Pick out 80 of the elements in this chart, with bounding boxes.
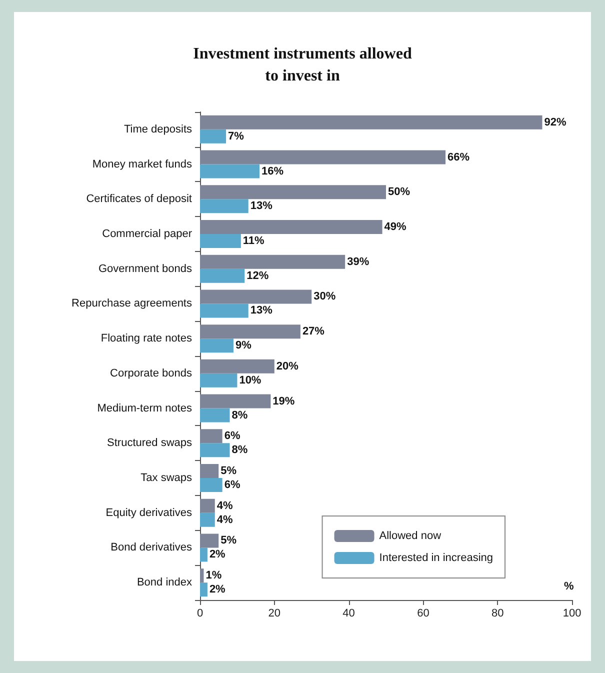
bar (200, 568, 204, 583)
y-tick-label: Equity derivatives (106, 506, 192, 519)
bar (200, 324, 300, 339)
bar (200, 512, 215, 527)
data-label: 2% (209, 548, 226, 561)
data-label: 1% (206, 570, 222, 582)
y-tick-label: Certificates of deposit (86, 193, 192, 206)
bar (200, 394, 271, 408)
bar (200, 220, 382, 234)
data-label: 6% (224, 479, 240, 491)
data-label: 12% (246, 270, 269, 282)
bar (200, 359, 274, 374)
data-label: 16% (262, 165, 284, 178)
y-tick-label: Government bonds (98, 262, 192, 275)
data-label: 66% (448, 151, 470, 164)
data-label: 10% (239, 374, 262, 386)
data-label: 92% (544, 116, 566, 128)
bar (200, 408, 230, 422)
y-tick-label: Bond index (136, 576, 192, 589)
bar (200, 443, 230, 458)
bar (200, 199, 248, 214)
bar (200, 373, 238, 388)
y-tick-label: Structured swaps (107, 437, 192, 450)
bar (200, 268, 245, 283)
y-tick-label: Commercial paper (102, 228, 192, 240)
x-tick-label: 40 (342, 608, 355, 620)
bar (200, 129, 226, 144)
bar (200, 534, 219, 548)
data-label: 9% (235, 340, 252, 352)
legend-label: Allowed now (379, 530, 442, 542)
bar (200, 234, 241, 248)
data-label: 30% (314, 290, 336, 303)
data-label: 20% (276, 360, 299, 372)
y-tick-label: Money market funds (92, 158, 192, 170)
bar (200, 150, 446, 164)
data-label: 7% (228, 130, 244, 142)
bar (200, 478, 222, 492)
data-label: 27% (302, 326, 325, 338)
data-label: 5% (220, 534, 237, 547)
y-tick-label: Time deposits (124, 123, 192, 136)
data-label: 13% (250, 200, 273, 212)
bar (200, 548, 208, 562)
bar (200, 115, 542, 130)
legend-label: Interested in increasing (379, 552, 493, 564)
y-tick-label: Medium-term notes (97, 402, 192, 414)
y-tick-label: Repurchase agreements (72, 298, 192, 310)
data-label: 6% (224, 430, 240, 442)
data-label: 8% (232, 409, 248, 422)
y-tick-label: Tax swaps (140, 472, 192, 484)
bar (200, 429, 222, 444)
x-tick-label: 0 (196, 608, 204, 620)
y-tick-label: Floating rate notes (100, 332, 192, 345)
data-label: 49% (384, 221, 407, 233)
bar (200, 164, 260, 178)
data-label: 8% (232, 444, 248, 456)
data-label: 50% (388, 186, 410, 198)
data-label: 39% (347, 256, 370, 268)
x-tick-label: 20 (268, 608, 281, 620)
bar (200, 254, 346, 269)
data-label: 11% (242, 235, 265, 247)
data-label: 5% (220, 465, 237, 477)
x-tick-label: 60 (417, 608, 430, 620)
bar (200, 304, 248, 318)
bar (200, 185, 386, 200)
bar (200, 464, 219, 478)
data-label: 13% (250, 304, 273, 317)
bar (200, 338, 234, 353)
data-label: 19% (272, 395, 295, 408)
y-tick-label: Corporate bonds (110, 367, 192, 380)
chart-title: Investment instruments allowed to invest in (193, 46, 412, 84)
data-label: 4% (216, 500, 233, 512)
x-tick-label: 80 (491, 608, 504, 620)
bar (200, 582, 208, 597)
y-tick-label: Bond derivatives (110, 542, 192, 554)
x-tick-label: 100 (562, 608, 582, 620)
data-label: 4% (216, 514, 233, 526)
x-axis-title: % (564, 580, 574, 592)
bar (200, 498, 215, 513)
data-label: 2% (209, 584, 226, 596)
bar (200, 290, 312, 304)
